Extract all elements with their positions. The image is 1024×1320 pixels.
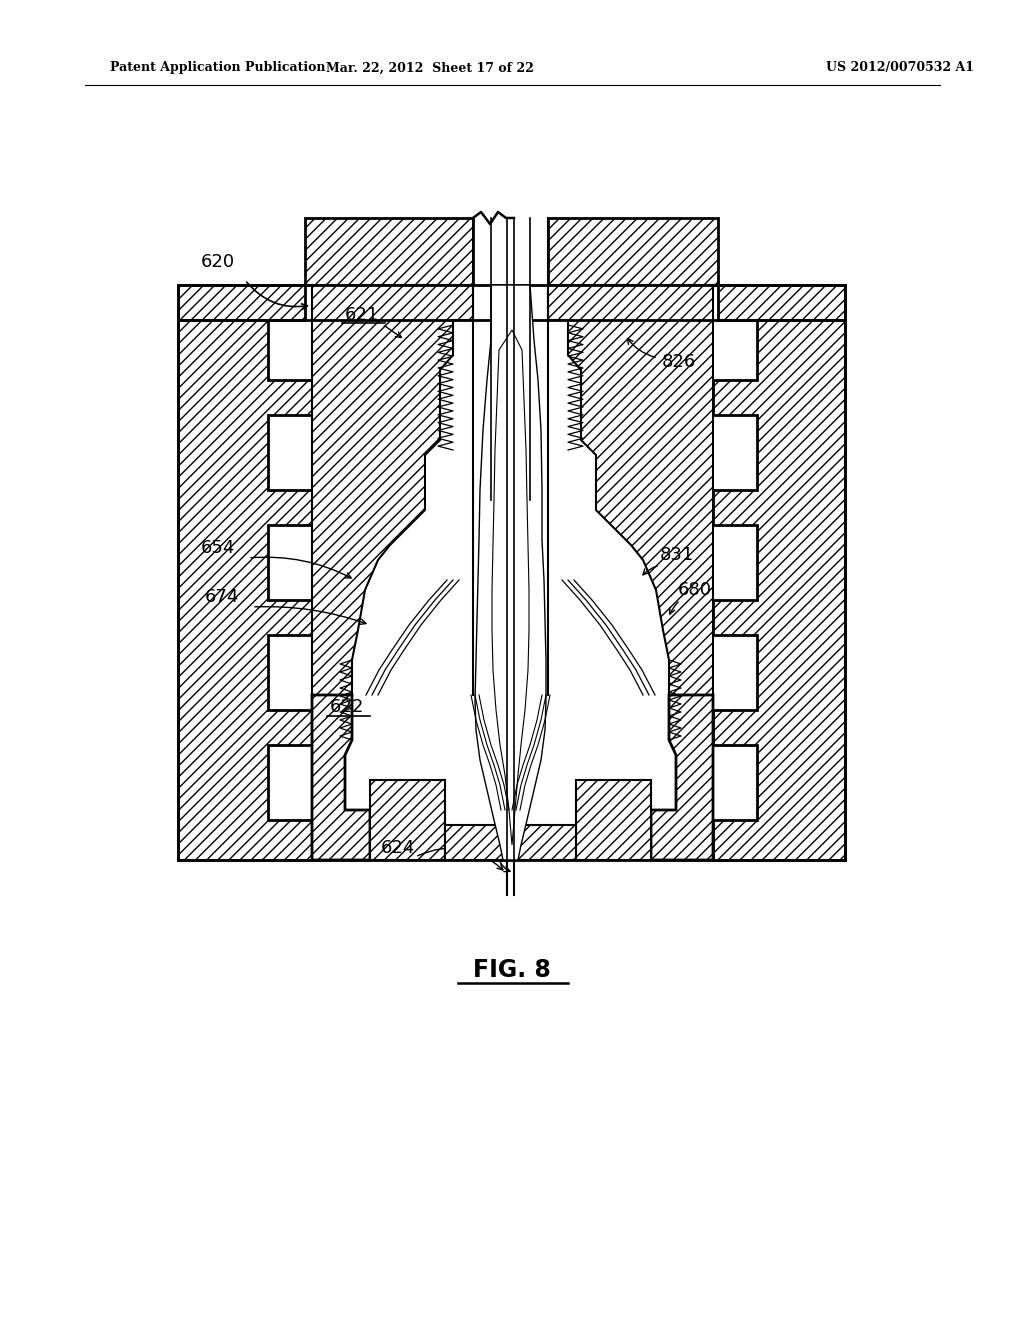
- Polygon shape: [305, 285, 473, 696]
- Polygon shape: [548, 218, 718, 285]
- Polygon shape: [178, 285, 305, 319]
- Polygon shape: [370, 780, 445, 861]
- Text: 654: 654: [201, 539, 236, 557]
- Polygon shape: [718, 285, 845, 319]
- Text: 831: 831: [660, 546, 694, 564]
- Text: 674: 674: [205, 587, 240, 606]
- Text: 624: 624: [381, 840, 415, 857]
- Text: 621: 621: [345, 306, 379, 323]
- Polygon shape: [713, 319, 845, 861]
- Polygon shape: [548, 285, 718, 696]
- Text: 826: 826: [662, 352, 696, 371]
- Polygon shape: [651, 696, 713, 861]
- Text: Mar. 22, 2012  Sheet 17 of 22: Mar. 22, 2012 Sheet 17 of 22: [326, 62, 534, 74]
- Polygon shape: [575, 780, 651, 861]
- Text: 622: 622: [330, 698, 365, 715]
- Polygon shape: [312, 696, 370, 861]
- Text: 628: 628: [471, 840, 505, 857]
- Polygon shape: [475, 285, 546, 861]
- Polygon shape: [492, 330, 529, 845]
- Text: 680: 680: [678, 581, 712, 599]
- Polygon shape: [305, 218, 473, 285]
- Polygon shape: [178, 319, 312, 861]
- Polygon shape: [445, 825, 503, 861]
- Polygon shape: [518, 825, 575, 861]
- Text: 620: 620: [201, 253, 236, 271]
- Text: Patent Application Publication: Patent Application Publication: [110, 62, 326, 74]
- Text: FIG. 8: FIG. 8: [473, 958, 551, 982]
- Text: US 2012/0070532 A1: US 2012/0070532 A1: [826, 62, 974, 74]
